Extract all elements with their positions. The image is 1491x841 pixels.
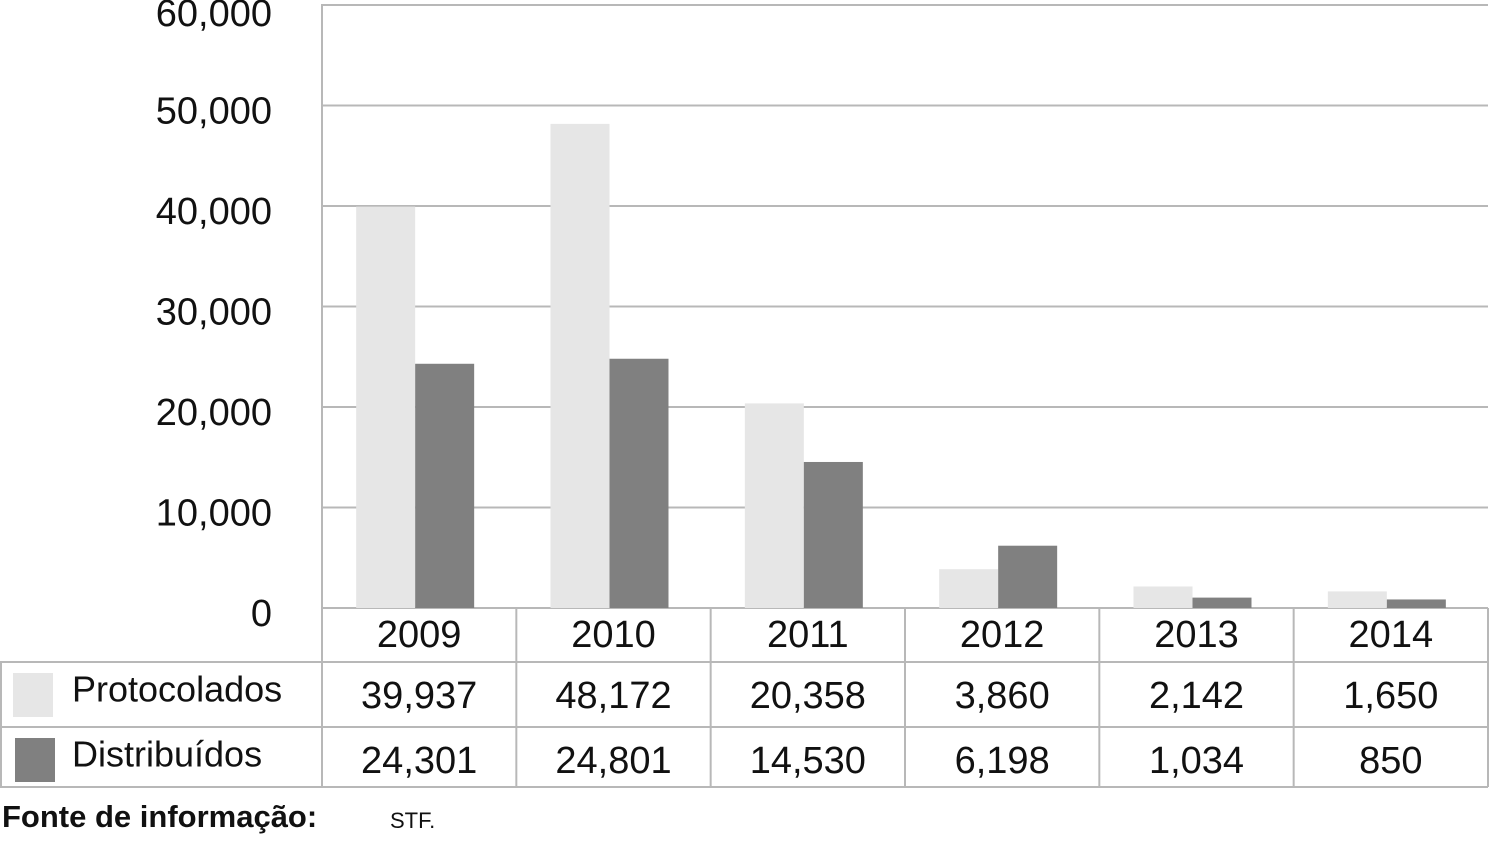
table-value: 39,937 (361, 675, 477, 717)
table-value: 14,530 (750, 740, 866, 782)
bar (803, 461, 863, 608)
x-tick-label: 2010 (571, 614, 656, 656)
bar (998, 545, 1058, 608)
x-tick-label: 2011 (767, 614, 849, 656)
legend-swatch (13, 673, 53, 717)
table-value: 20,358 (750, 675, 866, 717)
y-tick-label: 20,000 (156, 392, 272, 434)
table-value: 3,860 (955, 675, 1050, 717)
y-tick-label: 50,000 (156, 91, 272, 133)
y-tick-label: 10,000 (156, 493, 272, 535)
table-value: 24,301 (361, 740, 477, 782)
legend-label: Distribuídos (72, 734, 262, 775)
legend-swatch (15, 738, 55, 782)
table-value: 48,172 (555, 675, 671, 717)
bar (550, 123, 610, 608)
table-value: 850 (1359, 740, 1422, 782)
bar (1327, 591, 1387, 608)
x-tick-label: 2013 (1154, 614, 1239, 656)
y-tick-label: 40,000 (156, 191, 272, 233)
table-value: 6,198 (955, 740, 1050, 782)
x-tick-label: 2012 (960, 614, 1045, 656)
source-label: Fonte de informação: (2, 799, 317, 834)
legend-label: Protocolados (72, 669, 282, 710)
y-tick-label: 0 (251, 593, 272, 635)
table-value: 24,801 (555, 740, 671, 782)
bar (1192, 597, 1252, 608)
bar (1133, 586, 1193, 608)
x-tick-label: 2014 (1349, 614, 1434, 656)
source-text: STF. (390, 808, 435, 833)
bar (939, 569, 999, 608)
bar (415, 363, 475, 608)
table-value: 1,034 (1149, 740, 1244, 782)
bar (1386, 599, 1446, 608)
table-value: 1,650 (1343, 675, 1438, 717)
bar (744, 403, 804, 608)
x-tick-label: 2009 (377, 614, 462, 656)
bar (356, 206, 416, 608)
y-tick-label: 30,000 (156, 292, 272, 334)
y-tick-label: 60,000 (156, 0, 272, 35)
table-value: 2,142 (1149, 675, 1244, 717)
bar (609, 358, 669, 608)
